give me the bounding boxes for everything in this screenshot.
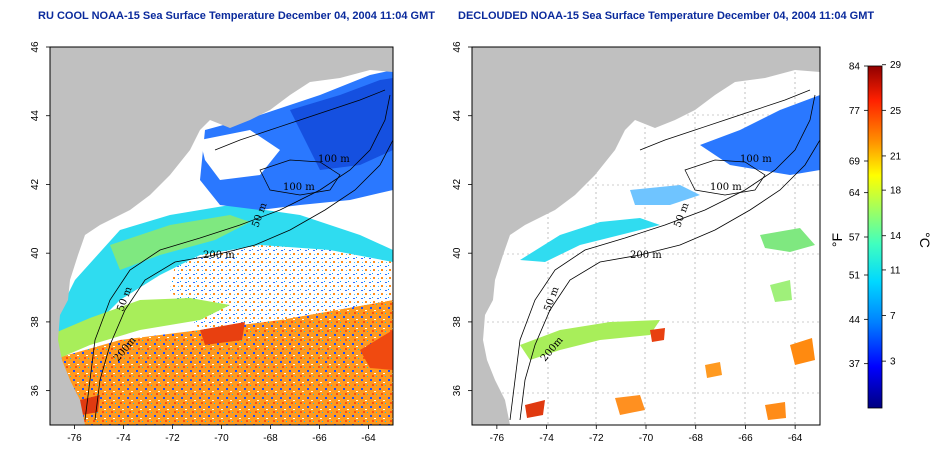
left-contour-50m [84,94,391,421]
right-map-axes: -76 -74 -72 -70 -68 -66 -64 46 44 42 40 38 36 [452,41,803,444]
right-map-x-tick-label: -72 [589,433,604,444]
left-map-x-tick-label: -72 [165,433,180,444]
left-sst-green-band [110,215,250,270]
colorbar-f-tick-label: 84 [849,62,861,73]
left-map-y-tick-label: 36 [30,385,41,397]
right-map-x-tick-label: -68 [688,433,703,444]
right-sst-green-south [520,320,660,360]
right-sst-orange-southeast [790,338,815,365]
left-map-title: RU COOL NOAA-15 Sea Surface Temperature … [38,10,435,22]
right-sst-red-patch [650,328,665,342]
right-land [472,47,820,425]
right-sst-orange-south-2 [705,362,722,378]
left-map-y-tick-label: 40 [30,247,41,259]
right-map-title: DECLOUDED NOAA-15 Sea Surface Temperatur… [458,10,875,22]
left-contour-label-2: 100 m [283,182,315,193]
colorbar-gradient [867,65,883,409]
left-map-x-tick-label: -74 [116,433,131,444]
right-map-y-tick-label: 40 [452,247,463,259]
left-sst-green-south [50,298,230,360]
colorbar-f-tick-label: 77 [849,106,861,117]
right-contour-label-4: 200 m [630,250,662,261]
right-contour-100m [639,89,811,151]
right-sst-orange-patch [765,402,786,420]
colorbar-c-tick-label: 7 [890,311,896,322]
right-sst-cyan-shelf [520,218,660,262]
colorbar-f-tick-label: 51 [849,271,861,282]
left-sst-red-southwest [80,395,100,415]
right-map-x-tick-label: -66 [738,433,753,444]
celsius-unit-label: °C [917,232,933,248]
colorbar-f-tick-label: 44 [849,315,861,326]
right-contour-label-2: 100 m [710,182,742,193]
left-contour-200m [94,139,393,421]
left-map-x-tick-label: -76 [67,433,82,444]
left-map-y-tick-label: 46 [30,41,41,53]
left-sst-deep-blue [290,78,393,170]
left-map-y-tick-label: 38 [30,316,41,328]
colorbar-f-tick-label: 69 [849,157,861,168]
right-sst-orange-south [615,395,645,415]
colorbar-c-tick-label: 21 [890,151,902,162]
right-contour-label-1: 100 m [740,154,772,165]
colorbar-f-tick-label: 64 [849,188,861,199]
right-sst-light-blue [630,185,700,205]
right-map-y-tick-label: 44 [452,110,463,122]
right-map-x-tick-label: -74 [539,433,554,444]
left-map-x-tick-label: -68 [263,433,278,444]
left-land [50,47,393,425]
left-sst-red-southeast [360,330,393,370]
right-map-y-tick-label: 36 [452,385,463,397]
left-map-y-tick-label: 42 [30,178,41,190]
right-sst-red-southwest [525,400,545,418]
left-contour-100m [214,89,386,151]
colorbar-f-tick-label: 37 [849,359,861,370]
left-map-x-tick-label: -64 [361,433,376,444]
colorbar-c-tick-label: 18 [890,186,902,197]
left-map-axes: -76 -74 -72 -70 -68 -66 -64 46 44 42 40 38 36 [30,41,376,444]
right-map-x-tick-label: -76 [490,433,505,444]
left-contour-gb [259,159,341,196]
right-map: 100 m 100 m 50 m 200 m 50 m 200m -76 -74-… [452,41,821,444]
right-map-y-tick-label: 38 [452,316,463,328]
left-sst-warm-south [50,300,393,425]
left-contour-label-4: 200 m [203,250,235,261]
left-map: 100 m 100 m 50 m 200 m 50 m 200m -76 -74-… [30,41,394,444]
right-map-x-tick-label: -64 [788,433,803,444]
fahrenheit-unit-label: °F [829,233,845,247]
colorbar: 84 77 69 64 57 51 44 37 29 25 21 18 14 11 7 3 °F °C [829,60,933,409]
right-map-y-tick-label: 42 [452,178,463,190]
right-contour-200m [519,139,820,421]
colorbar-c-tick-label: 3 [890,357,896,368]
right-contour-gb [684,159,766,196]
right-map-y-tick-label: 46 [452,41,463,53]
colorbar-c-tick-label: 11 [890,265,901,276]
left-contour-label-1: 100 m [318,154,350,165]
colorbar-c-tick-label: 29 [890,60,902,71]
left-sst-red-patch [200,322,245,345]
colorbar-c-tick-label: 14 [890,231,902,242]
left-map-x-tick-label: -70 [214,433,229,444]
right-sst-green-patch [770,280,792,302]
right-map-x-tick-label: -70 [639,433,654,444]
left-map-x-tick-label: -66 [312,433,327,444]
left-sst-cloud-gaps [200,130,280,180]
right-contour-50m [509,94,816,421]
colorbar-c-tick-label: 25 [890,106,902,117]
colorbar-f-tick-label: 57 [849,233,861,244]
right-sst-green-east [760,228,815,252]
left-map-y-tick-label: 44 [30,110,41,122]
colorbar-ticks: 84 77 69 64 57 51 44 37 29 25 21 18 14 11 7 3 [849,60,902,370]
